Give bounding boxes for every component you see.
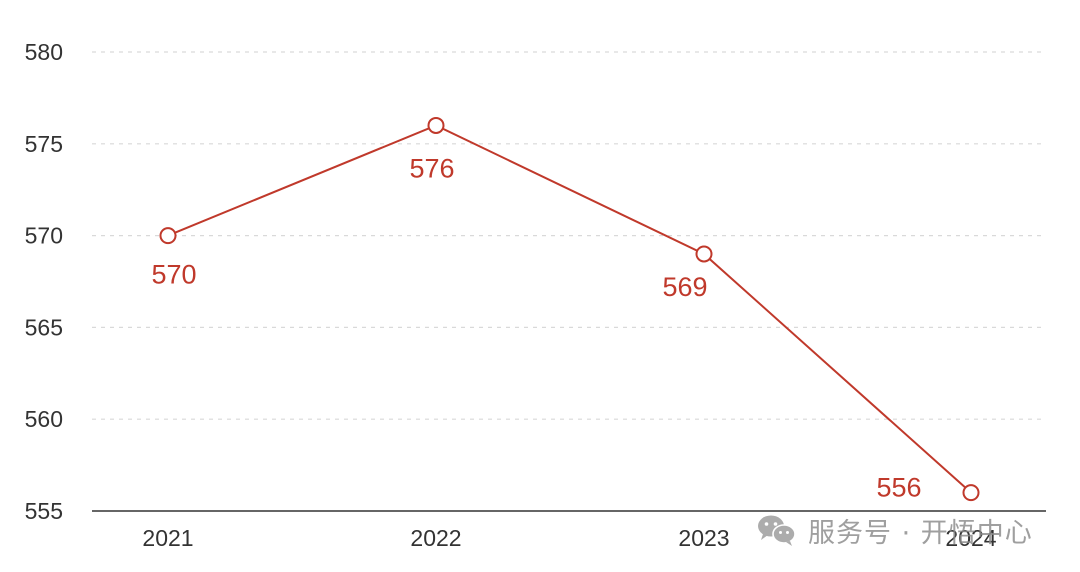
watermark: 服务号 · 开悟中心 [756, 510, 1033, 550]
grid-lines [92, 51, 1046, 420]
y-axis-ticks: 555 560 565 570 575 580 [25, 39, 63, 524]
y-tick-label: 555 [25, 498, 63, 524]
data-point [962, 484, 980, 502]
x-axis-ticks: 2021 2022 2023 2024 [142, 525, 996, 551]
y-tick-label: 565 [25, 314, 63, 340]
series-group [159, 116, 980, 502]
data-label: 570 [151, 260, 196, 290]
y-tick-label: 575 [25, 131, 63, 157]
data-point [159, 227, 177, 245]
data-label: 569 [662, 272, 707, 302]
y-tick-label: 560 [25, 406, 63, 432]
y-tick-label: 580 [25, 39, 63, 65]
data-label: 576 [409, 153, 454, 183]
data-labels: 570 576 569 556 [151, 153, 921, 502]
y-tick-label: 570 [25, 223, 63, 249]
data-point [695, 245, 713, 263]
x-tick-label: 2021 [142, 525, 193, 551]
data-label: 556 [876, 473, 921, 503]
series-line [167, 124, 972, 494]
watermark-text: 服务号 · 开悟中心 [808, 517, 1033, 549]
x-tick-label: 2023 [678, 525, 729, 551]
x-tick-label: 2024 [945, 525, 996, 551]
data-point [427, 116, 445, 134]
wechat-icon [758, 515, 796, 546]
x-tick-label: 2022 [410, 525, 461, 551]
